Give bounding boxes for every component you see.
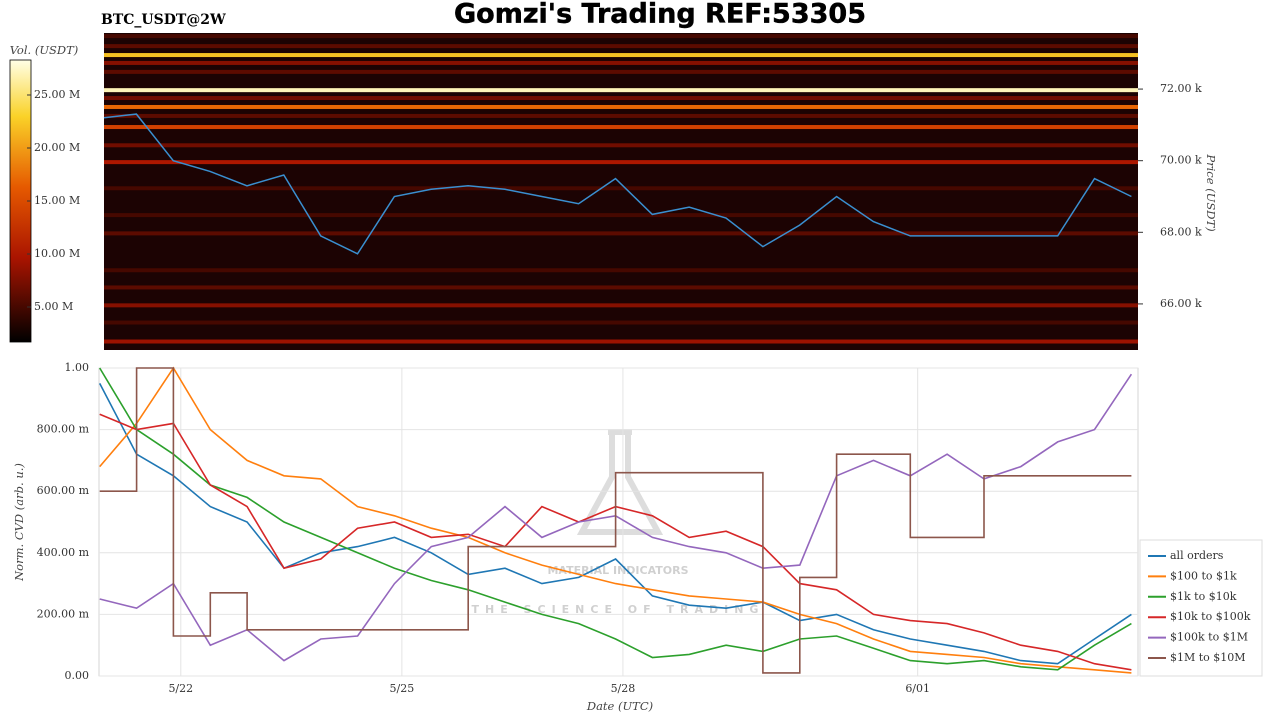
heat-band: [104, 303, 1138, 308]
colorbar-label: Vol. (USDT): [10, 43, 79, 57]
y-tick-label: 70.00 k: [1160, 154, 1202, 167]
heat-band: [104, 285, 1138, 290]
x-tick-label: 6/01: [905, 682, 930, 695]
legend-label: $100k to $1M: [1170, 631, 1248, 644]
heat-band: [104, 339, 1138, 344]
y-tick-label: 800.00 m: [37, 423, 90, 436]
colorbar-tick-label: 25.00 M: [34, 88, 80, 101]
series-line: [99, 367, 1132, 671]
heat-band: [104, 186, 1138, 191]
y-tick-label: 600.00 m: [37, 484, 90, 497]
heat-band: [104, 88, 1138, 93]
x-axis-label: Date (UTC): [586, 699, 653, 713]
heat-band: [104, 143, 1138, 148]
watermark-icon: [576, 429, 664, 535]
y-tick-label: 68.00 k: [1160, 225, 1202, 238]
legend-label: $100 to $1k: [1170, 569, 1237, 582]
heat-band: [104, 53, 1138, 58]
heatmap-bg: [104, 33, 1138, 350]
y-tick-label: 400.00 m: [37, 546, 90, 559]
heat-band: [104, 60, 1138, 65]
page-title: Gomzi's Trading REF:53305: [454, 0, 866, 30]
y-tick-label: 72.00 k: [1160, 82, 1202, 95]
heat-band: [104, 104, 1138, 109]
heat-band: [104, 125, 1138, 130]
legend-label: $1k to $10k: [1170, 590, 1237, 603]
colorbar-tick-label: 10.00 M: [34, 247, 80, 260]
colorbar-tick-label: 5.00 M: [34, 300, 73, 313]
series-line: [99, 367, 1132, 674]
heat-band: [104, 34, 1138, 39]
series-line: [99, 366, 1132, 674]
subtitle: BTC_USDT@2W: [101, 12, 226, 28]
y-axis-label: Norm. CVD (arb. u.): [12, 463, 26, 582]
y-tick-label: 0.00: [65, 669, 90, 682]
heat-band: [104, 96, 1138, 101]
heat-band: [104, 113, 1138, 118]
heat-band: [104, 213, 1138, 218]
watermark-brand: MATERIAL INDICATORS: [547, 564, 688, 577]
heat-band: [104, 231, 1138, 236]
x-tick-label: 5/22: [168, 682, 193, 695]
heat-band: [104, 44, 1138, 49]
watermark: MATERIAL INDICATORS THE SCIENCE OF TRADI…: [472, 429, 765, 616]
legend: [1139, 539, 1263, 677]
y-axis-label: Price (USDT): [1204, 153, 1218, 231]
legend-label: $1M to $10M: [1170, 651, 1246, 664]
heat-band: [104, 320, 1138, 325]
legend-label: all orders: [1170, 549, 1224, 562]
colorbar-tick-label: 20.00 M: [34, 141, 80, 154]
series-line: [98, 383, 1132, 665]
legend-label: $10k to $100k: [1170, 610, 1251, 623]
heat-band: [104, 160, 1138, 165]
y-tick-label: 1.00: [65, 361, 90, 374]
plot-area: [98, 367, 1139, 677]
price-line: [103, 113, 1132, 255]
x-tick-label: 5/28: [611, 682, 636, 695]
heat-band: [104, 268, 1138, 273]
x-tick-label: 5/25: [390, 682, 415, 695]
watermark-tagline: THE SCIENCE OF TRADING: [472, 603, 765, 616]
heat-band: [104, 69, 1138, 74]
y-tick-label: 200.00 m: [37, 607, 90, 620]
colorbar-tick-label: 15.00 M: [34, 194, 80, 207]
y-tick-label: 66.00 k: [1160, 297, 1202, 310]
